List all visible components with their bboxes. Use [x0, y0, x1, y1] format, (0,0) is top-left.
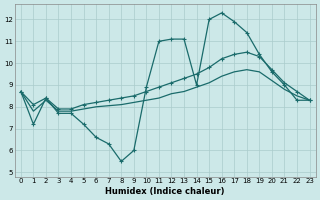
X-axis label: Humidex (Indice chaleur): Humidex (Indice chaleur) — [106, 187, 225, 196]
